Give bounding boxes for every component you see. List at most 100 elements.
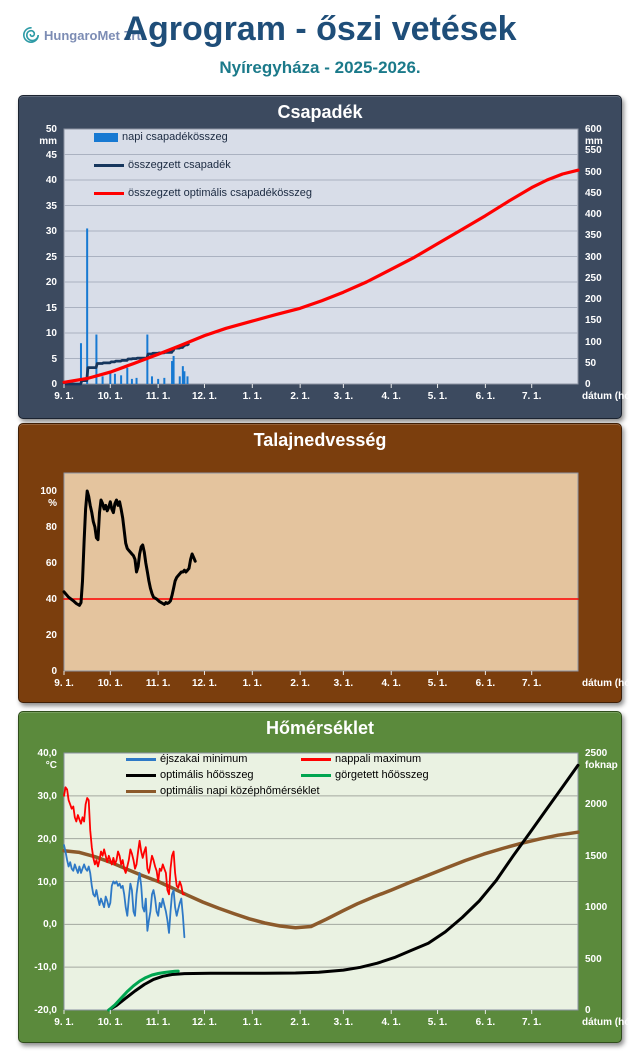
y-axis-left-unit: % <box>48 498 57 509</box>
legend-label: összegzett csapadék <box>128 159 231 171</box>
y-axis-left-tick: 100 <box>40 486 57 497</box>
precip-bar <box>171 361 174 384</box>
y-axis-right-tick: 400 <box>585 209 602 220</box>
x-axis-tick: 9. 1. <box>54 391 74 402</box>
legend-label: összegzett optimális csapadékösszeg <box>128 187 313 199</box>
y-axis-left-tick: 0,0 <box>43 919 57 931</box>
x-axis-tick: 7. 1. <box>521 1017 542 1028</box>
precip-bar <box>135 377 138 384</box>
x-axis-tick: 4. 1. <box>381 1017 401 1028</box>
series-talajnedvesség <box>62 489 197 607</box>
x-axis-tick: 12. 1. <box>191 1017 217 1028</box>
legend-item: összegzett optimális csapadékösszeg <box>94 187 312 199</box>
x-axis-tick: 6. 1. <box>475 678 496 689</box>
precip-bar <box>120 375 123 384</box>
x-axis-tick: 10. 1. <box>97 391 123 402</box>
y-axis-left-tick: 60 <box>45 558 57 569</box>
legend-bar-swatch <box>94 132 118 142</box>
y-axis-left-tick: 10 <box>45 328 57 339</box>
x-axis-tick: 6. 1. <box>475 391 496 402</box>
x-axis-tick: 10. 1. <box>97 1017 123 1028</box>
x-axis-tick: 1. 1. <box>242 1017 263 1028</box>
y-axis-right-tick: 100 <box>585 336 602 348</box>
chart-soil-moisture: Talajnedvesség 100% 80 60 40 20 0 9. 1. 10. 1. 1… <box>18 423 640 703</box>
y-axis-right-unit: mm <box>585 136 603 147</box>
y-axis-right-tick: 200 <box>585 294 602 305</box>
x-axis-tick: 11. 1. <box>145 1017 171 1028</box>
y-axis-right-tick: 1000 <box>585 902 608 914</box>
legend-label: nappali maximum <box>335 753 422 765</box>
x-axis-tick: 3. 1. <box>333 1017 354 1028</box>
y-axis-left-tick: 40 <box>45 594 57 605</box>
hungaromet-logo: HungaroMet Zrt. <box>22 26 144 44</box>
y-axis-right-tick: 2000 <box>585 799 608 811</box>
y-axis-left-tick: -20,0 <box>34 1005 57 1016</box>
precip-bar <box>101 376 104 384</box>
x-axis-tick: 11. 1. <box>145 391 171 402</box>
legend-item: görgetett hőösszeg <box>301 769 429 781</box>
x-axis-label: dátum (hó.nap) <box>582 391 640 402</box>
y-axis-left-tick: 40 <box>45 175 57 186</box>
x-axis-tick: 3. 1. <box>333 678 354 689</box>
chart-soil-moisture-plot: 100% 80 60 40 20 0 9. 1. 10. 1. 11. 1. 12. 1. 1. 1… <box>19 424 640 702</box>
precip-bar <box>172 355 175 384</box>
y-axis-left-tick: 20 <box>45 277 57 288</box>
y-axis-right-tick: 500 <box>585 953 602 965</box>
precip-bar <box>157 378 160 384</box>
y-axis-right-tick: 250 <box>585 272 602 284</box>
x-axis-tick: 2. 1. <box>290 1017 310 1028</box>
y-axis-left-unit: mm <box>39 136 57 147</box>
precip-bar <box>178 376 181 384</box>
series-optimális-hőösszeg <box>107 763 580 1012</box>
legend-line-swatch <box>126 773 156 777</box>
legend-line-swatch <box>94 163 124 167</box>
precip-bar <box>130 378 133 384</box>
precip-bar <box>186 376 189 384</box>
series-éjszakai-minimum <box>63 844 186 939</box>
series-összegzett-optimális-csapadékösszeg <box>62 168 580 384</box>
x-axis-tick: 6. 1. <box>475 1017 496 1028</box>
x-axis-tick: 12. 1. <box>191 678 217 689</box>
y-axis-left-tick: 45 <box>45 149 57 161</box>
legend-label: optimális hőösszeg <box>160 769 254 781</box>
series-optimális-napi-középhőmérséklet <box>62 830 580 930</box>
plot-background <box>63 472 579 672</box>
y-axis-left-tick: 35 <box>45 200 57 212</box>
legend-item: nappali maximum <box>301 753 421 765</box>
y-axis-left-unit: °C <box>45 760 57 771</box>
y-axis-left-tick: 40,0 <box>37 748 57 759</box>
precip-bar <box>86 228 89 384</box>
x-axis-tick: 9. 1. <box>54 1017 74 1028</box>
precip-bar <box>163 377 166 384</box>
x-axis-tick: 10. 1. <box>97 678 123 689</box>
y-axis-right-tick: 450 <box>585 187 602 199</box>
talajnedvesseg-svg <box>62 472 579 675</box>
chart-precipitation-plot: 50 mm 45 40 35 30 25 20 15 10 5 0 600 mm 550 500 450 400 3… <box>19 96 640 418</box>
precip-bar <box>181 366 184 384</box>
y-axis-right-tick: 0 <box>585 379 591 390</box>
x-axis-tick: 12. 1. <box>191 391 217 402</box>
chart-temperature-plot: 40,0 °C 30,0 20,0 10,0 0,0 -10,0 -20,0 2500 fokna… <box>19 712 640 1042</box>
precip-bar <box>79 343 82 384</box>
chart-precipitation-title: Csapadék <box>277 102 363 122</box>
x-axis-tick: 4. 1. <box>381 391 401 402</box>
y-axis-left-tick: 5 <box>51 353 57 365</box>
x-axis-tick: 3. 1. <box>333 391 354 402</box>
y-axis-left-tick: 80 <box>45 522 57 533</box>
precip-bar <box>113 373 116 384</box>
precip-bar <box>183 371 186 384</box>
y-axis-right-tick: 300 <box>585 251 602 263</box>
x-axis-label: dátum (hó.nap) <box>582 678 640 689</box>
y-axis-right-tick: 50 <box>585 357 597 369</box>
y-axis-right-tick: 500 <box>585 166 602 178</box>
x-axis-tick: 2. 1. <box>290 678 310 689</box>
legend-line-swatch <box>301 773 331 777</box>
x-axis-label: dátum (hó.nap) <box>582 1017 640 1028</box>
y-axis-left-tick: 10,0 <box>37 876 57 888</box>
y-axis-left-tick: 0 <box>51 666 57 677</box>
chart-soil-moisture-title: Talajnedvesség <box>253 430 387 450</box>
y-axis-left-tick: 0 <box>51 379 57 390</box>
y-axis-left-tick: 50 <box>45 124 57 135</box>
x-axis-tick: 2. 1. <box>290 391 310 402</box>
